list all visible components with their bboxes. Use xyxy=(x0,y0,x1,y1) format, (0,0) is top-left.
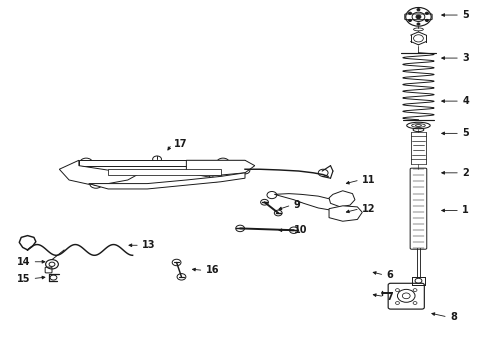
Polygon shape xyxy=(108,169,220,175)
Circle shape xyxy=(417,23,420,25)
Polygon shape xyxy=(186,160,255,176)
Text: 7: 7 xyxy=(387,292,393,302)
Circle shape xyxy=(409,19,412,22)
Polygon shape xyxy=(89,173,245,189)
Text: 10: 10 xyxy=(294,225,307,235)
Text: 5: 5 xyxy=(463,10,469,20)
Text: 17: 17 xyxy=(174,139,188,149)
Text: 1: 1 xyxy=(463,206,469,216)
Polygon shape xyxy=(274,194,345,211)
Polygon shape xyxy=(79,160,245,166)
Text: 3: 3 xyxy=(463,53,469,63)
Text: 2: 2 xyxy=(463,168,469,178)
Circle shape xyxy=(417,9,420,11)
Ellipse shape xyxy=(416,125,421,126)
Text: 8: 8 xyxy=(450,312,457,322)
Text: 16: 16 xyxy=(206,265,220,275)
Circle shape xyxy=(416,15,421,19)
Text: 11: 11 xyxy=(362,175,376,185)
Polygon shape xyxy=(59,160,138,184)
Circle shape xyxy=(409,12,412,14)
Text: 4: 4 xyxy=(463,96,469,106)
Text: 14: 14 xyxy=(17,257,30,267)
Circle shape xyxy=(425,19,428,22)
Polygon shape xyxy=(329,191,355,207)
Text: 6: 6 xyxy=(387,270,393,280)
Text: 13: 13 xyxy=(143,240,156,250)
Polygon shape xyxy=(329,206,362,221)
Text: 15: 15 xyxy=(17,274,30,284)
Text: 5: 5 xyxy=(463,129,469,138)
Text: 9: 9 xyxy=(294,200,300,210)
Circle shape xyxy=(425,12,428,14)
Text: 12: 12 xyxy=(362,204,376,214)
